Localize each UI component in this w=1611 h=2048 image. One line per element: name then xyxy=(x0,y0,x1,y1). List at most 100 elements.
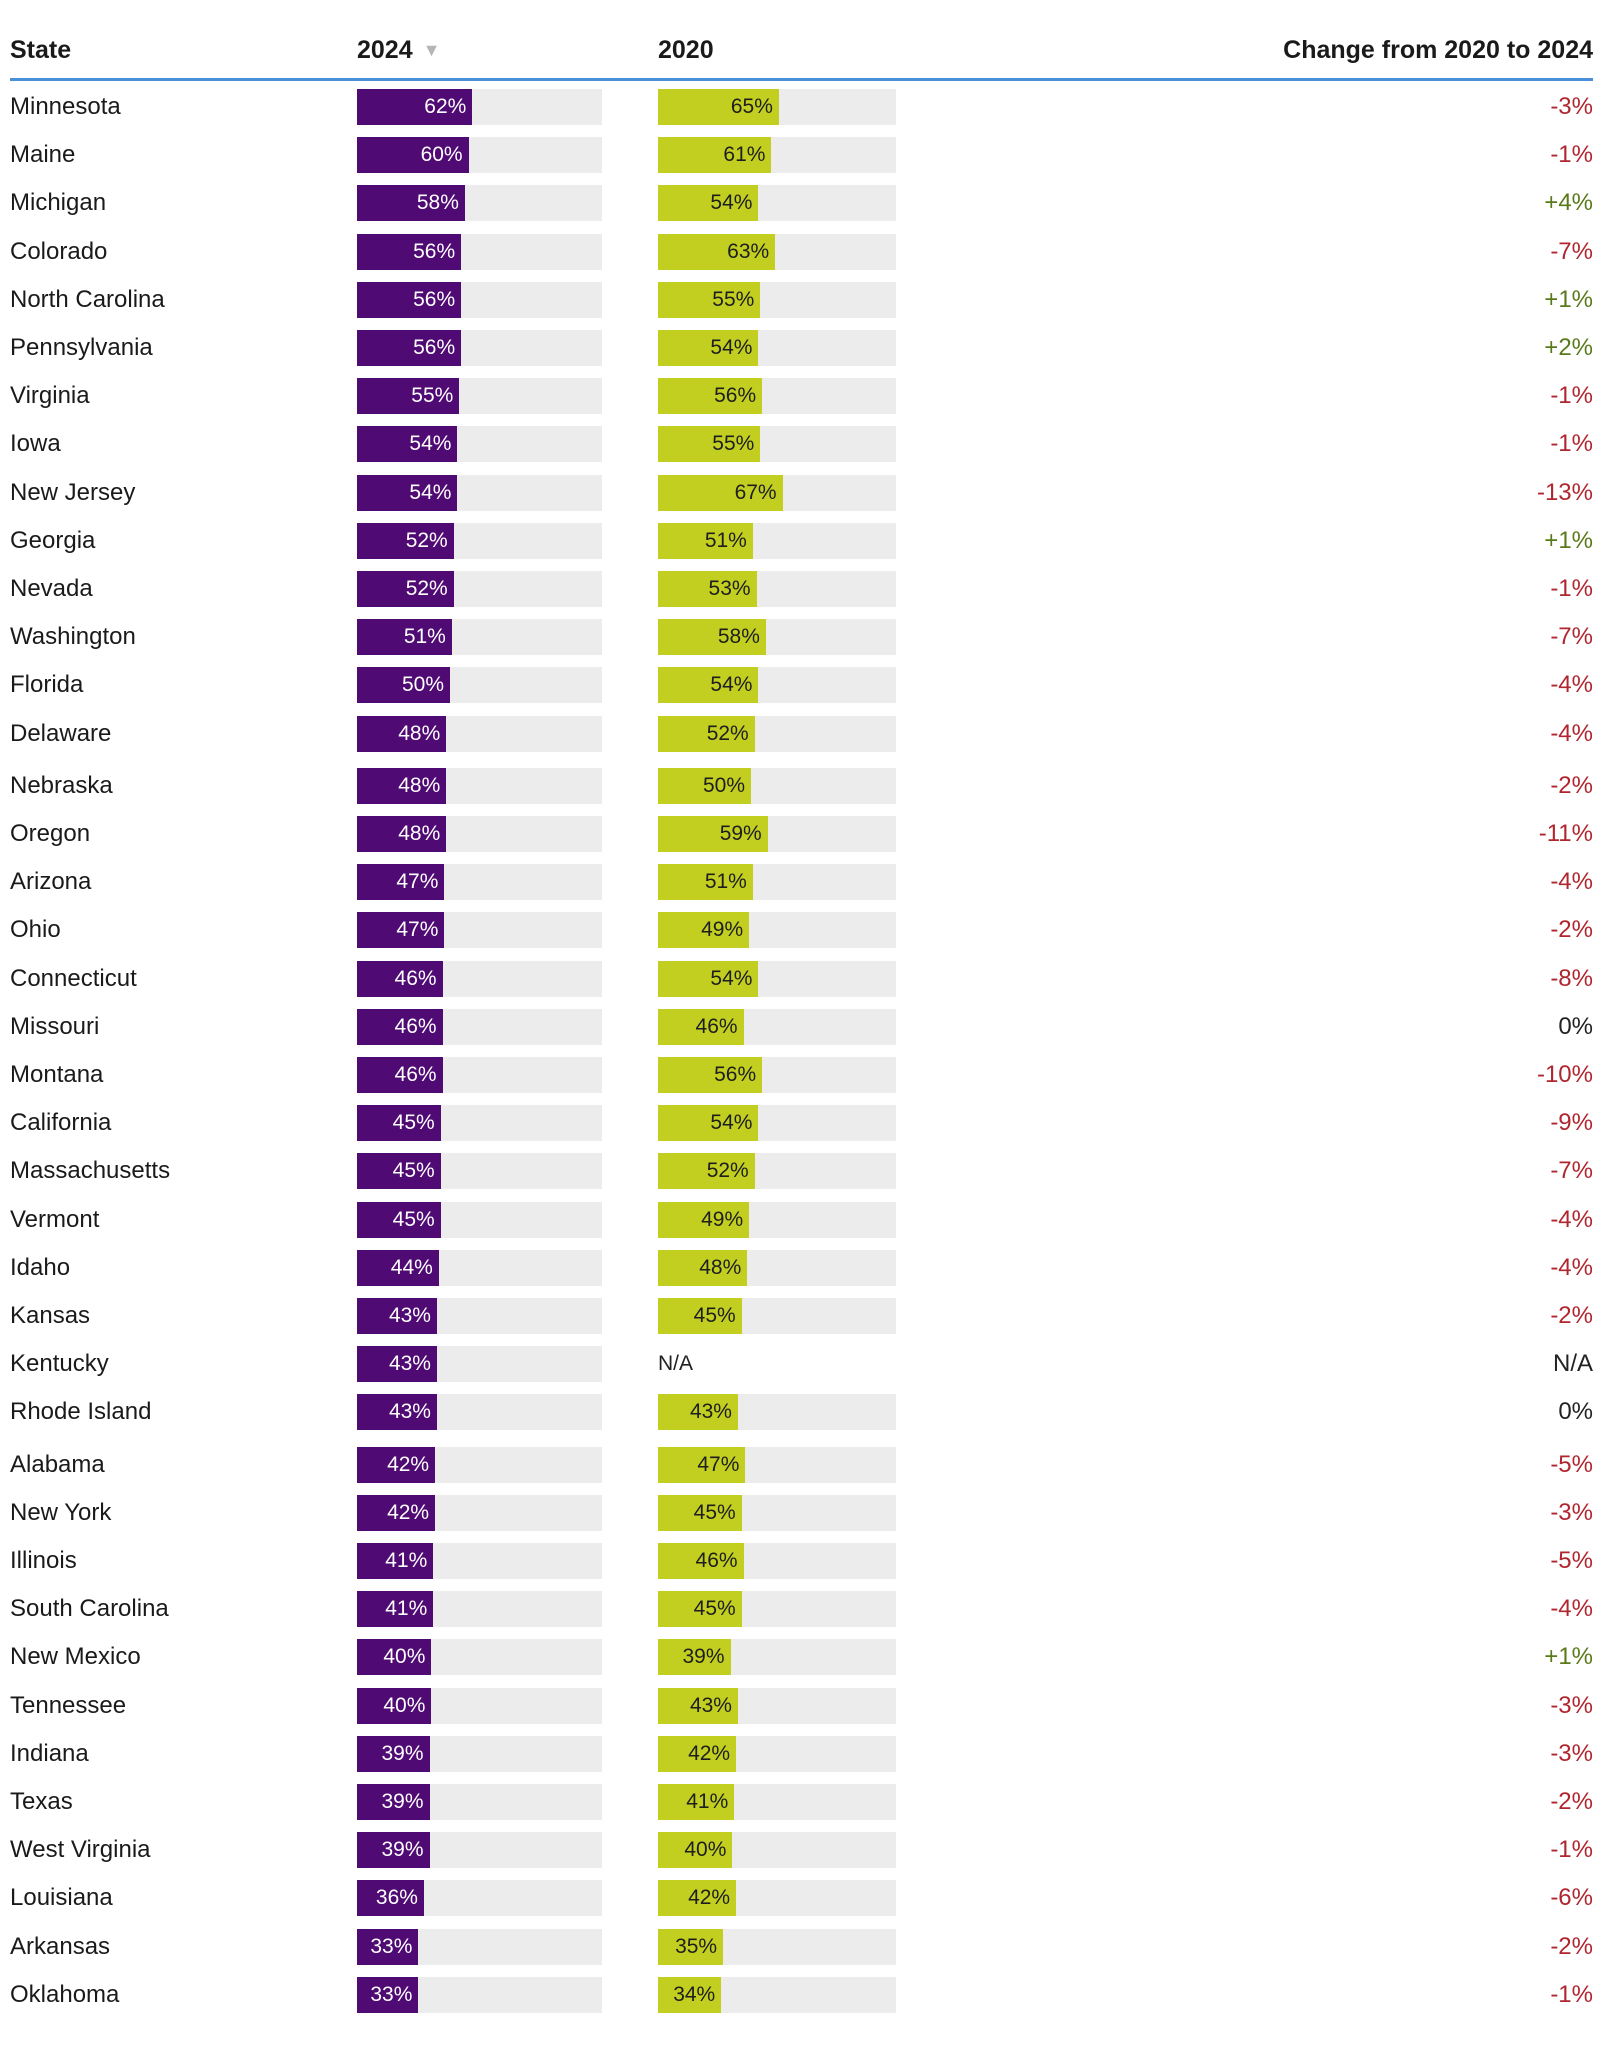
column-header-2024[interactable]: 2024 ▼ xyxy=(357,32,440,68)
change-value: +1% xyxy=(1544,286,1593,313)
change-value: +1% xyxy=(1544,527,1593,554)
table-row: South Carolina 41% 45% -4% xyxy=(0,1591,1611,1627)
bar-label-2024: 36% xyxy=(375,1886,418,1909)
bar-track-2020: 46% xyxy=(658,1009,896,1045)
state-name: New York xyxy=(10,1499,112,1526)
bar-track-2020: 42% xyxy=(658,1880,896,1916)
bar-label-2024: 45% xyxy=(392,1111,435,1134)
bar-2020 xyxy=(658,89,779,125)
bar-label-2024: 56% xyxy=(413,336,456,359)
change-value: -1% xyxy=(1550,141,1593,168)
table-row: Rhode Island 43% 43% 0% xyxy=(0,1394,1611,1430)
bar-label-2020: 46% xyxy=(695,1015,738,1038)
state-name: Arkansas xyxy=(10,1933,111,1960)
bar-track-2024: 41% xyxy=(357,1543,602,1579)
bar-track-2024: 52% xyxy=(357,571,602,607)
bar-label-2020: 52% xyxy=(706,722,749,745)
bar-track-2024: 47% xyxy=(357,864,602,900)
table-row: Louisiana 36% 42% -6% xyxy=(0,1880,1611,1916)
state-name: North Carolina xyxy=(10,286,165,313)
change-value: -4% xyxy=(1550,671,1593,698)
sort-descending-icon[interactable]: ▼ xyxy=(422,40,441,60)
bar-track-2020: 42% xyxy=(658,1736,896,1772)
bar-label-2024: 45% xyxy=(392,1159,435,1182)
table-row: Alabama 42% 47% -5% xyxy=(0,1447,1611,1483)
change-value: -13% xyxy=(1536,479,1593,506)
bar-track-2024: 55% xyxy=(357,378,602,414)
state-name: Iowa xyxy=(10,430,61,457)
bar-track-2020: 48% xyxy=(658,1250,896,1286)
bar-2020 xyxy=(658,1591,742,1627)
bar-2024 xyxy=(357,475,458,511)
bar-track-2024: 42% xyxy=(357,1495,602,1531)
bar-2024 xyxy=(357,282,462,318)
state-name: California xyxy=(10,1109,112,1136)
change-value: -7% xyxy=(1550,238,1593,265)
state-name: Washington xyxy=(10,623,136,650)
table-row: Connecticut 46% 54% -8% xyxy=(0,961,1611,997)
change-value: 0% xyxy=(1558,1013,1593,1040)
bar-track-2024: 36% xyxy=(357,1880,602,1916)
state-name: Idaho xyxy=(10,1254,71,1281)
bar-2024 xyxy=(357,1688,432,1724)
header-divider xyxy=(10,78,1593,81)
bar-track-2020: 47% xyxy=(658,1447,896,1483)
column-header-2020[interactable]: 2020 xyxy=(658,36,714,64)
bar-2020 xyxy=(658,1639,731,1675)
bar-label-2020: 46% xyxy=(695,1549,738,1572)
bar-track-2020: 43% xyxy=(658,1394,896,1430)
column-header-2024-label: 2024 xyxy=(357,36,413,64)
bar-2020 xyxy=(658,137,772,173)
bar-label-2024: 39% xyxy=(381,1838,424,1861)
bar-label-2024: 39% xyxy=(381,1790,424,1813)
bar-2020 xyxy=(658,523,753,559)
bar-label-2024: 43% xyxy=(388,1304,431,1327)
bar-2020 xyxy=(658,1057,763,1093)
bar-track-2024: 45% xyxy=(357,1202,602,1238)
column-header-change[interactable]: Change from 2020 to 2024 xyxy=(1283,36,1593,64)
bar-2024 xyxy=(357,1591,434,1627)
change-value: -2% xyxy=(1550,1788,1593,1815)
table-row: Missouri 46% 46% 0% xyxy=(0,1009,1611,1045)
bar-track-2020: 56% xyxy=(658,378,896,414)
state-name: Missouri xyxy=(10,1013,100,1040)
state-name: Maine xyxy=(10,141,76,168)
table-row: Kansas 43% 45% -2% xyxy=(0,1298,1611,1334)
column-header-state[interactable]: State xyxy=(10,36,72,64)
bar-label-2024: 47% xyxy=(396,870,439,893)
state-name: New Mexico xyxy=(10,1643,141,1670)
change-value: -2% xyxy=(1550,772,1593,799)
bar-label-2020: 49% xyxy=(701,918,744,941)
state-name: Alabama xyxy=(10,1451,105,1478)
change-value: 0% xyxy=(1558,1398,1593,1425)
bar-track-2024: 62% xyxy=(357,89,602,125)
table-row: West Virginia 39% 40% -1% xyxy=(0,1832,1611,1868)
bar-track-2020: 56% xyxy=(658,1057,896,1093)
bar-label-2020: 43% xyxy=(689,1694,732,1717)
bar-2024 xyxy=(357,1543,434,1579)
bar-track-2020: 35% xyxy=(658,1929,896,1965)
bar-track-2020: 51% xyxy=(658,523,896,559)
bar-2024 xyxy=(357,1977,419,2013)
bar-label-2020: 54% xyxy=(710,336,753,359)
bar-track-2024: 47% xyxy=(357,912,602,948)
bar-track-2020: 59% xyxy=(658,816,896,852)
bar-label-2024: 46% xyxy=(394,1015,437,1038)
change-value: -6% xyxy=(1550,1884,1593,1911)
bar-label-2020: 40% xyxy=(684,1838,727,1861)
table-row: Indiana 39% 42% -3% xyxy=(0,1736,1611,1772)
bar-label-2024: 55% xyxy=(411,384,454,407)
change-value: -8% xyxy=(1550,965,1593,992)
change-value: -11% xyxy=(1538,820,1593,847)
state-name: Texas xyxy=(10,1788,73,1815)
bar-label-2020: 67% xyxy=(734,481,777,504)
bar-track-2024: 54% xyxy=(357,475,602,511)
bar-track-2020: 55% xyxy=(658,282,896,318)
bar-track-2024: 33% xyxy=(357,1977,602,2013)
bar-2020 xyxy=(658,667,759,703)
state-name: Delaware xyxy=(10,720,112,747)
change-value: +1% xyxy=(1544,1643,1593,1670)
bar-label-2020: 45% xyxy=(693,1597,736,1620)
bar-label-2024: 43% xyxy=(388,1352,431,1375)
